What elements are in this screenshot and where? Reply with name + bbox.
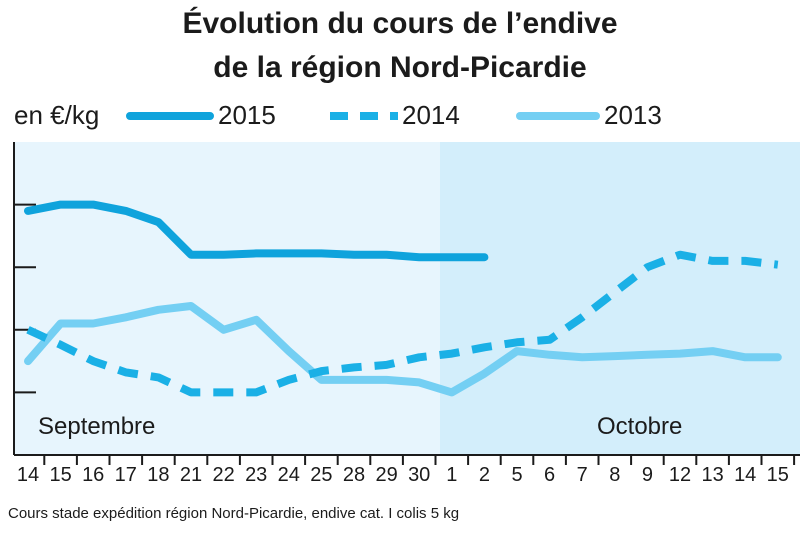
series-line-2014 bbox=[26, 250, 779, 397]
chart-title-line1: Évolution du cours de l’endive bbox=[182, 6, 617, 40]
x-tick-label: 12 bbox=[669, 464, 691, 486]
x-tick-label: 17 bbox=[115, 464, 137, 486]
x-tick-label: 8 bbox=[609, 464, 620, 486]
x-tick-label: 1 bbox=[446, 464, 457, 486]
october-band bbox=[440, 142, 800, 455]
source-note: Cours stade expédition région Nord-Picar… bbox=[8, 505, 459, 522]
x-tick-label: 21 bbox=[180, 464, 202, 486]
legend: 2015 2014 2013 bbox=[126, 100, 662, 130]
x-tick-label: 16 bbox=[82, 464, 104, 486]
x-tick-label: 29 bbox=[375, 464, 397, 486]
x-tick-label: 25 bbox=[310, 464, 332, 486]
x-tick-label: 6 bbox=[544, 464, 555, 486]
x-tick-label: 7 bbox=[577, 464, 588, 486]
series-line-2015 bbox=[24, 200, 489, 262]
x-tick-label: 18 bbox=[147, 464, 169, 486]
x-tick-label: 5 bbox=[511, 464, 522, 486]
legend-label-2015: 2015 bbox=[218, 100, 276, 130]
x-tick-label: 15 bbox=[49, 464, 71, 486]
september-band bbox=[14, 142, 440, 455]
x-tick-label: 23 bbox=[245, 464, 267, 486]
x-axis-ticks: 14 15 16 17 18 21 22 23 24 25 28 29 30 1 2 5 6 7 8 9 12 13 14 1… bbox=[17, 455, 796, 486]
x-tick-label: 13 bbox=[701, 464, 723, 486]
x-tick-label: 14 bbox=[17, 464, 39, 486]
legend-label-2014: 2014 bbox=[402, 100, 460, 130]
legend-label-2013: 2013 bbox=[604, 100, 662, 130]
month-label-september: Septembre bbox=[38, 413, 155, 440]
series-line-2013 bbox=[24, 302, 782, 397]
x-tick-label: 14 bbox=[734, 464, 756, 486]
series-layer bbox=[24, 200, 782, 397]
x-tick-label: 28 bbox=[343, 464, 365, 486]
x-tick-label: 24 bbox=[278, 464, 300, 486]
month-label-october: Octobre bbox=[597, 413, 682, 440]
x-tick-label: 15 bbox=[767, 464, 789, 486]
chart-title-line2: de la région Nord-Picardie bbox=[213, 51, 586, 84]
x-tick-label: 22 bbox=[212, 464, 234, 486]
unit-label: en €/kg bbox=[14, 100, 99, 130]
x-tick-label: 9 bbox=[642, 464, 653, 486]
x-tick-label: 30 bbox=[408, 464, 430, 486]
x-tick-label: 2 bbox=[479, 464, 490, 486]
